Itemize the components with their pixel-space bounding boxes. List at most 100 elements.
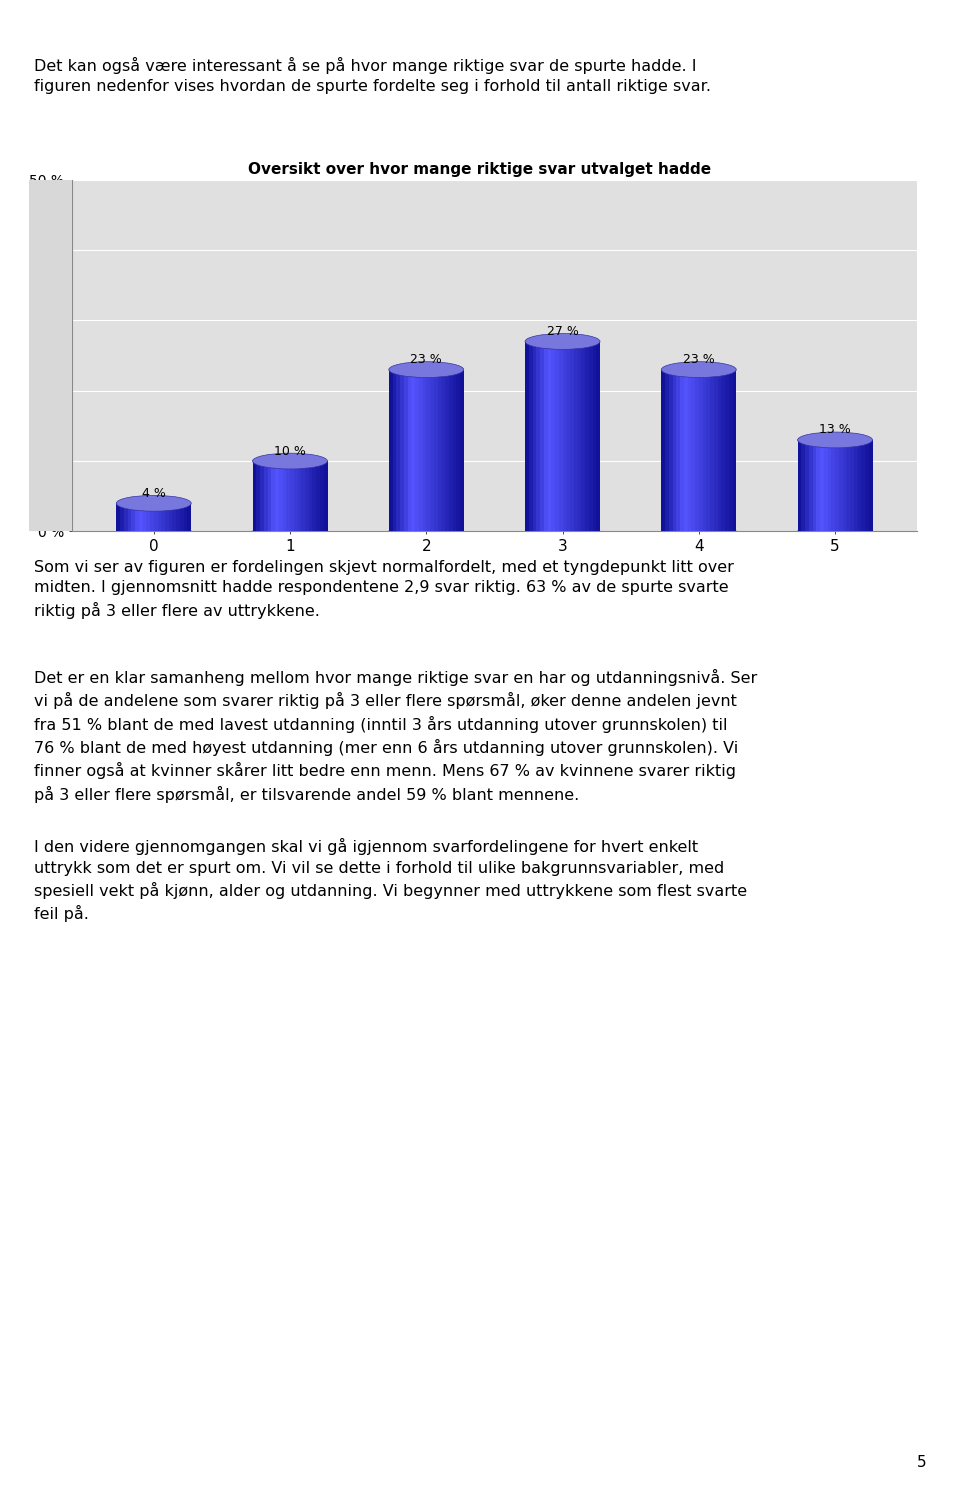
Bar bbox=[272, 461, 276, 531]
Bar bbox=[177, 503, 180, 531]
Bar bbox=[585, 341, 588, 531]
Bar bbox=[278, 461, 282, 531]
Bar bbox=[725, 370, 729, 531]
Bar bbox=[316, 461, 320, 531]
Bar bbox=[703, 370, 707, 531]
Bar bbox=[853, 440, 857, 531]
Bar bbox=[128, 503, 132, 531]
Bar bbox=[717, 370, 721, 531]
Bar bbox=[120, 503, 124, 531]
Text: 23 %: 23 % bbox=[410, 353, 443, 367]
Bar bbox=[695, 370, 699, 531]
Bar bbox=[124, 503, 128, 531]
Ellipse shape bbox=[661, 362, 736, 377]
Ellipse shape bbox=[798, 527, 873, 536]
Bar bbox=[415, 370, 419, 531]
Bar bbox=[805, 440, 809, 531]
Bar bbox=[150, 503, 154, 531]
Bar bbox=[680, 370, 684, 531]
Bar bbox=[714, 370, 718, 531]
Text: 13 %: 13 % bbox=[819, 424, 851, 437]
Bar bbox=[290, 461, 294, 531]
Bar bbox=[802, 440, 805, 531]
Bar bbox=[260, 461, 264, 531]
Bar bbox=[411, 370, 415, 531]
Bar bbox=[252, 461, 256, 531]
Bar bbox=[857, 440, 861, 531]
Bar bbox=[173, 503, 177, 531]
Bar bbox=[139, 503, 143, 531]
Bar bbox=[828, 440, 831, 531]
Bar bbox=[820, 440, 824, 531]
Bar bbox=[448, 370, 452, 531]
Bar bbox=[555, 341, 559, 531]
Bar bbox=[309, 461, 313, 531]
Bar bbox=[275, 461, 279, 531]
Ellipse shape bbox=[525, 527, 600, 536]
Bar bbox=[396, 370, 400, 531]
Bar bbox=[400, 370, 404, 531]
Bar bbox=[570, 341, 574, 531]
Bar bbox=[268, 461, 272, 531]
Ellipse shape bbox=[525, 334, 600, 349]
Text: 27 %: 27 % bbox=[546, 325, 579, 338]
Bar bbox=[537, 341, 540, 531]
Bar bbox=[72, 531, 917, 539]
Bar bbox=[843, 440, 847, 531]
Text: 23 %: 23 % bbox=[683, 353, 714, 367]
Bar bbox=[154, 503, 157, 531]
Bar bbox=[157, 503, 161, 531]
Ellipse shape bbox=[252, 454, 327, 469]
Bar bbox=[282, 461, 286, 531]
Bar bbox=[687, 370, 691, 531]
Bar bbox=[729, 370, 732, 531]
Bar bbox=[592, 341, 596, 531]
Bar bbox=[850, 440, 853, 531]
Bar bbox=[533, 341, 537, 531]
Bar bbox=[861, 440, 865, 531]
Bar bbox=[540, 341, 544, 531]
Bar bbox=[442, 370, 445, 531]
Bar bbox=[563, 341, 566, 531]
Bar bbox=[183, 503, 187, 531]
Bar bbox=[551, 341, 555, 531]
Text: 5: 5 bbox=[917, 1455, 926, 1470]
Bar bbox=[812, 440, 816, 531]
Bar bbox=[835, 440, 839, 531]
Bar bbox=[165, 503, 169, 531]
Bar bbox=[676, 370, 681, 531]
Bar bbox=[574, 341, 578, 531]
Text: I den videre gjennomgangen skal vi gå igjennom svarfordelingene for hvert enkelt: I den videre gjennomgangen skal vi gå ig… bbox=[34, 838, 747, 922]
Bar bbox=[529, 341, 533, 531]
Bar bbox=[146, 503, 150, 531]
Bar bbox=[180, 503, 184, 531]
Bar bbox=[847, 440, 851, 531]
Bar bbox=[116, 503, 120, 531]
Bar bbox=[320, 461, 324, 531]
Bar bbox=[313, 461, 317, 531]
Bar bbox=[673, 370, 677, 531]
Bar bbox=[445, 370, 449, 531]
Bar bbox=[419, 370, 422, 531]
Bar bbox=[161, 503, 165, 531]
Bar bbox=[324, 461, 327, 531]
Bar bbox=[798, 440, 802, 531]
Bar bbox=[456, 370, 460, 531]
Bar bbox=[135, 503, 139, 531]
Bar bbox=[132, 503, 135, 531]
Bar bbox=[831, 440, 835, 531]
Bar bbox=[581, 341, 586, 531]
Bar bbox=[824, 440, 828, 531]
Bar bbox=[669, 370, 673, 531]
Ellipse shape bbox=[798, 433, 873, 448]
Bar bbox=[710, 370, 714, 531]
Bar bbox=[547, 341, 551, 531]
Bar bbox=[588, 341, 592, 531]
Bar bbox=[525, 341, 529, 531]
Ellipse shape bbox=[252, 527, 327, 536]
Bar bbox=[169, 503, 173, 531]
Ellipse shape bbox=[389, 527, 464, 536]
Text: Oversikt over hvor mange riktige svar utvalget hadde: Oversikt over hvor mange riktige svar ut… bbox=[249, 162, 711, 177]
Bar bbox=[286, 461, 290, 531]
Bar bbox=[422, 370, 426, 531]
